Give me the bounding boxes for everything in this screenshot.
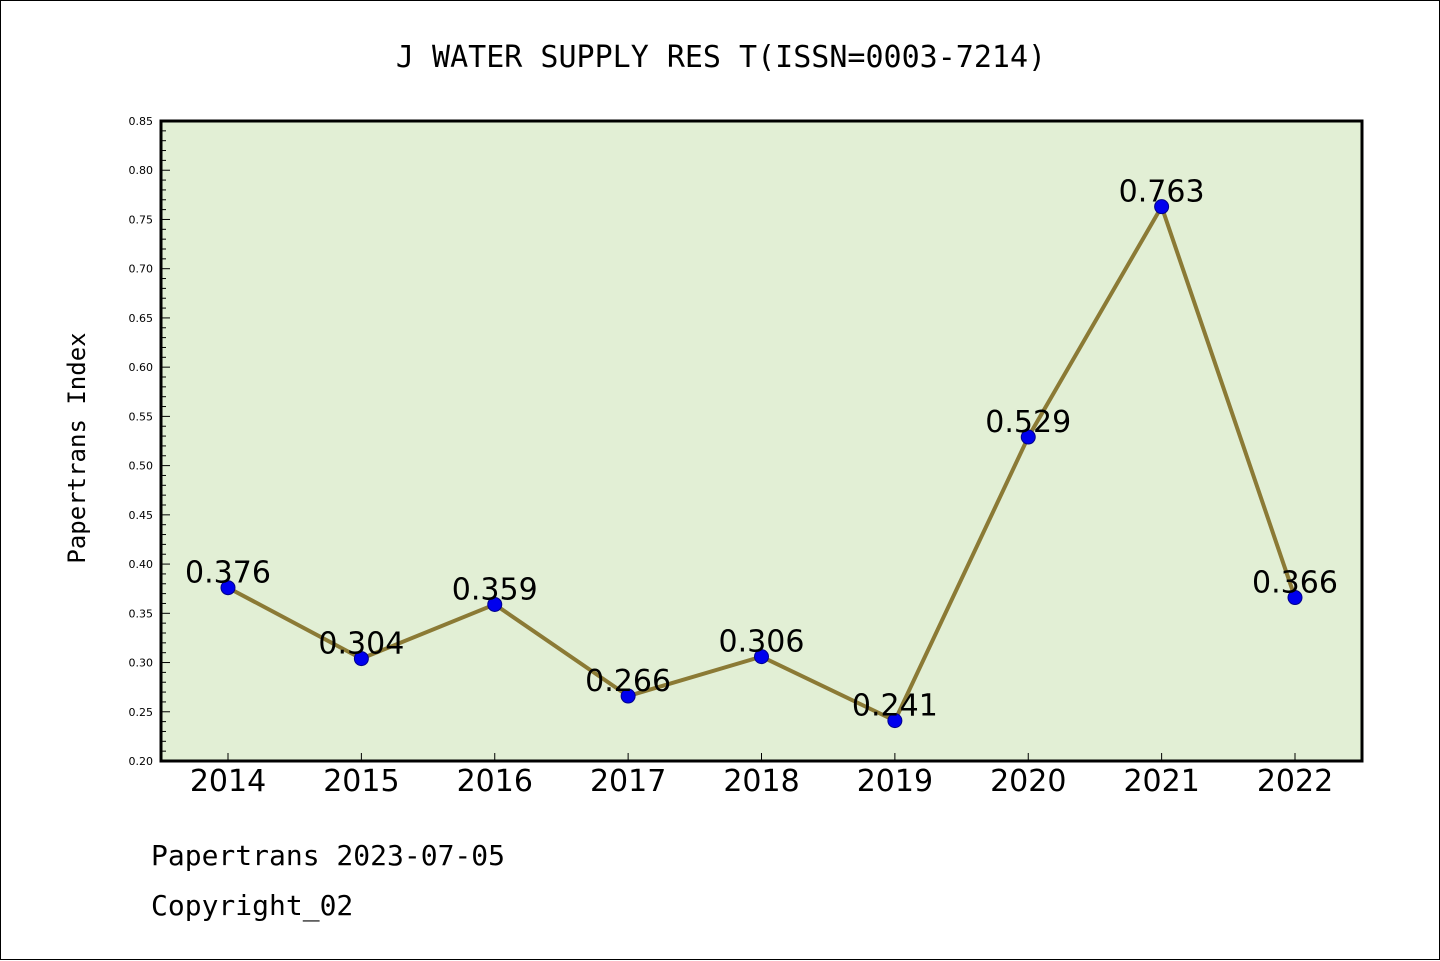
y-tick-label: 0.20 — [129, 755, 154, 768]
x-tick-label: 2019 — [857, 764, 933, 799]
data-label: 0.241 — [852, 689, 938, 724]
y-tick-label: 0.75 — [129, 213, 154, 226]
y-tick-label: 0.85 — [129, 115, 154, 128]
data-point — [1287, 590, 1303, 606]
chart-title: J WATER SUPPLY RES T(ISSN=0003-7214) — [396, 40, 1046, 75]
x-tick-label: 2015 — [323, 764, 399, 799]
x-tick-label: 2014 — [190, 764, 266, 799]
y-tick-label: 0.55 — [129, 410, 154, 423]
data-label: 0.763 — [1119, 175, 1205, 210]
data-point — [1154, 199, 1170, 215]
data-point — [754, 649, 769, 665]
y-tick-label: 0.45 — [129, 509, 154, 522]
x-tick-label: 2017 — [590, 764, 666, 799]
y-tick-label: 0.70 — [129, 263, 154, 276]
y-tick-label: 0.25 — [129, 706, 154, 719]
series-markers — [220, 199, 1303, 729]
data-label: 0.359 — [452, 572, 538, 607]
y-axis-label: Papertrans Index — [63, 332, 91, 563]
data-point — [887, 713, 903, 729]
footer-copyright: Copyright_02 — [151, 889, 353, 923]
data-labels: 0.376 0.304 0.359 0.266 0.306 0.241 0.529 0.763… — [185, 175, 1338, 724]
data-label: 0.529 — [985, 405, 1071, 440]
data-label: 0.376 — [185, 556, 271, 591]
data-point — [1020, 429, 1036, 445]
y-tick-label: 0.60 — [129, 361, 154, 374]
data-point — [620, 688, 636, 704]
plot-area — [159, 119, 1364, 763]
x-tick-label: 2021 — [1123, 764, 1199, 799]
data-label: 0.366 — [1252, 566, 1338, 601]
y-tick-label: 0.35 — [129, 607, 154, 620]
y-tick-label: 0.80 — [129, 164, 154, 177]
x-tick-label: 2022 — [1257, 764, 1333, 799]
y-axis: 0.20 0.25 0.30 0.35 0.40 0.45 0.50 0.55 0.60 0.65… — [129, 115, 170, 768]
data-label: 0.266 — [585, 664, 671, 699]
y-tick-label: 0.65 — [129, 312, 154, 325]
data-label: 0.304 — [318, 627, 404, 662]
data-label: 0.306 — [719, 625, 805, 660]
data-point — [353, 651, 369, 667]
data-point — [220, 580, 236, 596]
y-tick-label: 0.30 — [129, 657, 154, 670]
x-tick-label: 2020 — [990, 764, 1066, 799]
x-tick-label: 2016 — [457, 764, 533, 799]
data-point — [487, 596, 503, 612]
y-tick-label: 0.40 — [129, 558, 154, 571]
x-tick-label: 2018 — [723, 764, 799, 799]
footer-date: Papertrans 2023-07-05 — [151, 839, 505, 872]
x-axis: 2014 2015 2016 2017 2018 2019 2020 2021 2022 — [190, 753, 1333, 799]
y-tick-label: 0.50 — [129, 460, 154, 473]
